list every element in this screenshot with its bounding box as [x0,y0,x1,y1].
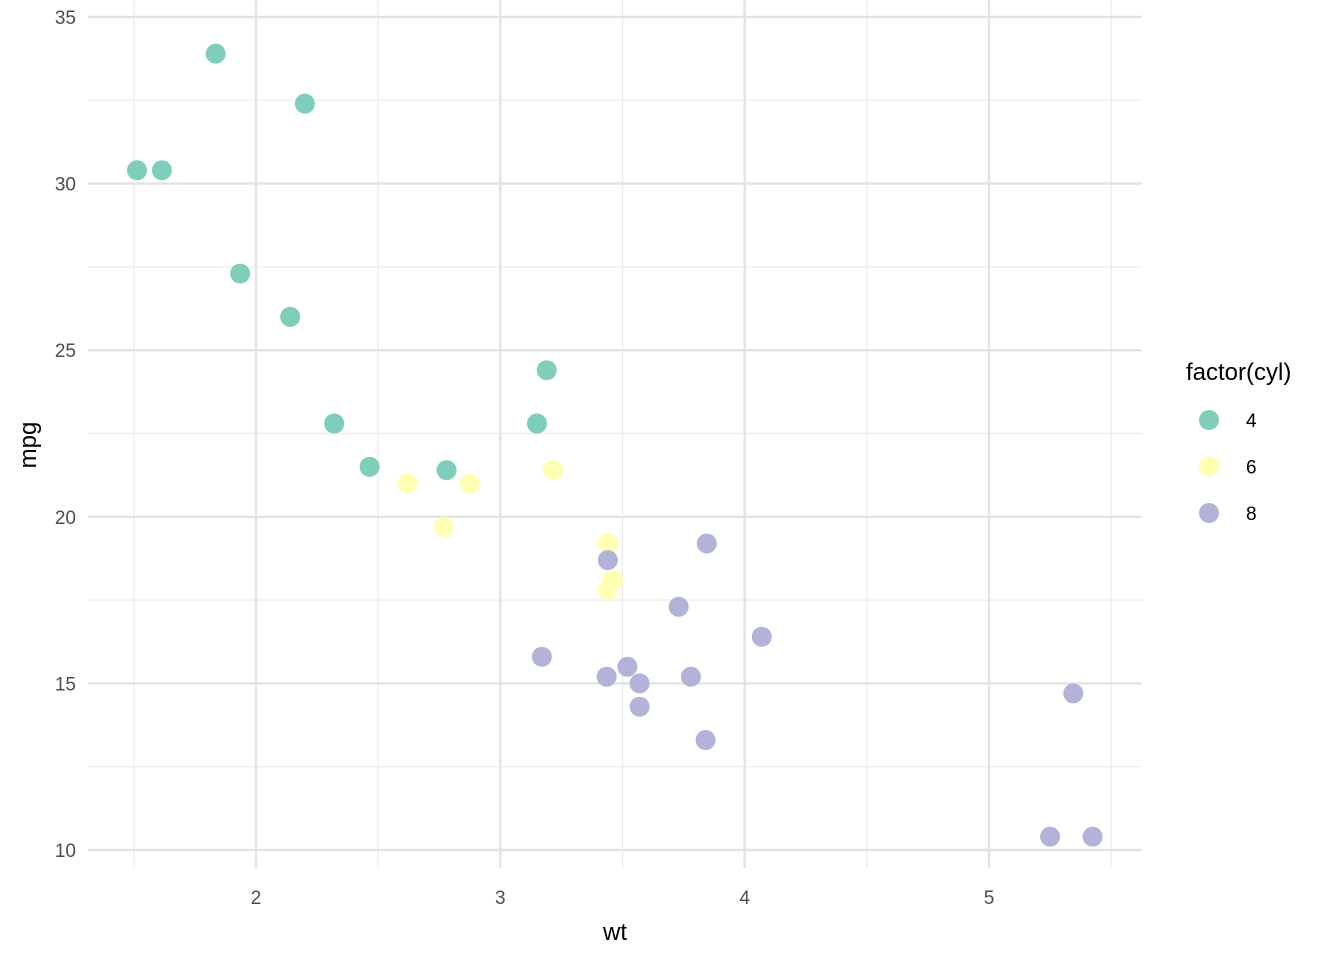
data-point-cyl-4 [127,160,148,181]
data-point-cyl-6 [434,516,455,537]
data-point-cyl-8 [617,656,638,677]
legend-title: factor(cyl) [1186,359,1291,386]
y-tick-label: 15 [55,674,76,695]
data-point-cyl-8 [629,696,650,717]
data-point-cyl-4 [526,413,547,434]
data-point-cyl-4 [294,93,315,114]
data-point-cyl-4 [151,160,172,181]
data-point-cyl-8 [751,626,772,647]
legend-key-6 [1199,456,1219,477]
data-point-cyl-6 [397,473,418,494]
legend-label-8: 8 [1246,504,1257,525]
data-point-cyl-8 [597,550,618,571]
x-axis-title: wt [602,919,627,946]
x-tick-label: 4 [739,888,750,909]
data-point-cyl-4 [324,413,345,434]
x-axis-tick-labels: 2 3 4 5 [251,888,995,909]
data-point-cyl-4 [280,306,301,327]
y-axis-tick-labels: 10 15 20 25 30 35 [55,8,76,862]
data-point-cyl-6 [597,533,618,554]
data-point-cyl-8 [531,646,552,667]
x-tick-label: 5 [984,888,995,909]
y-tick-label: 10 [55,841,76,862]
data-point-cyl-8 [1082,826,1103,847]
y-tick-label: 20 [55,508,76,529]
data-point-cyl-8 [696,533,717,554]
x-tick-label: 2 [251,888,262,909]
major-gridlines [88,0,1142,868]
minor-gridlines [88,0,1142,868]
data-point-cyl-8 [1040,826,1061,847]
legend-label-6: 6 [1246,458,1257,479]
y-tick-label: 35 [55,8,76,29]
data-point-cyl-6 [459,473,480,494]
y-tick-label: 25 [55,341,76,362]
data-point-cyl-4 [359,456,380,477]
data-points [127,43,1103,847]
data-point-cyl-6 [542,460,563,481]
data-point-cyl-4 [536,360,557,381]
legend-label-4: 4 [1246,411,1257,432]
data-point-cyl-4 [230,263,251,284]
y-tick-label: 30 [55,175,76,196]
data-point-cyl-8 [668,596,689,617]
y-axis-title: mpg [15,422,42,469]
legend-entries: 4 6 8 [1199,410,1257,525]
data-point-cyl-8 [629,673,650,694]
x-tick-label: 3 [495,888,506,909]
data-point-cyl-8 [695,730,716,751]
data-point-cyl-8 [1063,683,1084,704]
data-point-cyl-6 [597,580,618,601]
data-point-cyl-4 [205,43,226,64]
data-point-cyl-8 [680,666,701,687]
legend-key-8 [1199,503,1219,523]
legend: factor(cyl) 4 6 8 [1186,359,1291,525]
data-point-cyl-8 [596,666,617,687]
data-point-cyl-4 [436,460,457,481]
legend-key-4 [1199,410,1219,430]
